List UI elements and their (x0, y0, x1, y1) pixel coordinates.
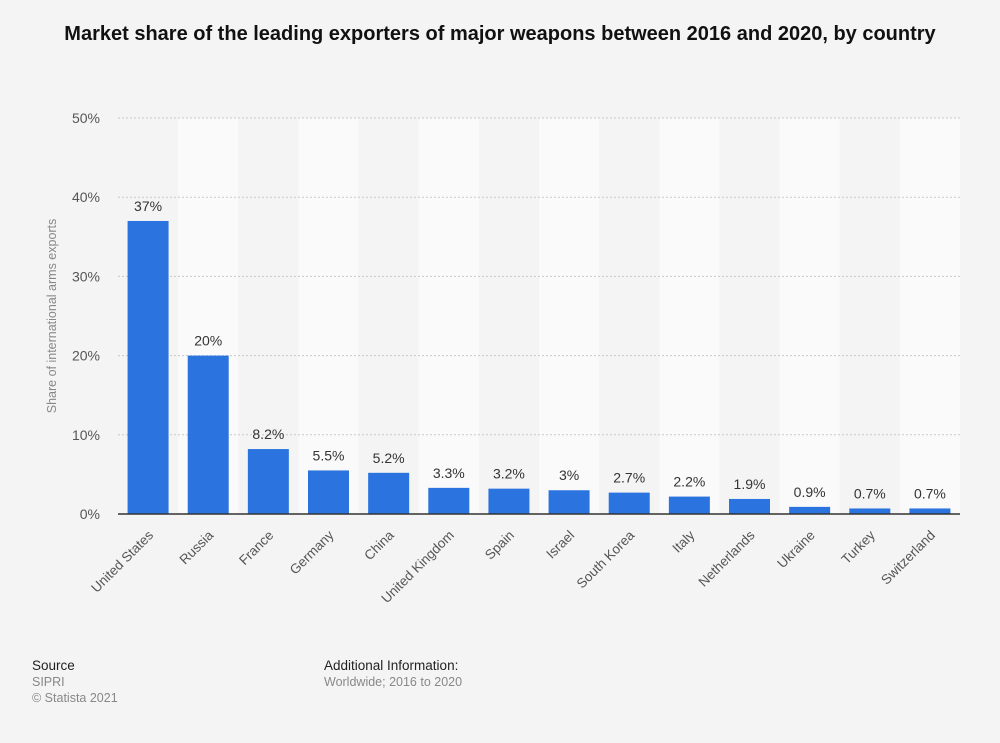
column-band (539, 118, 600, 514)
x-tick-label: China (361, 527, 397, 563)
data-label: 2.7% (613, 470, 645, 486)
column-bands (178, 118, 960, 514)
bars (127, 220, 951, 514)
x-axis-labels: United States Russia France Germany ChinaUni… (88, 527, 938, 606)
data-label: 37% (134, 198, 162, 214)
column-band (298, 118, 359, 514)
y-axis-title: Share of international arms exports (45, 219, 59, 414)
copyright[interactable]: © Statista 2021 (32, 691, 118, 705)
y-tick-label: 50% (72, 110, 100, 126)
info-heading: Additional Information: (324, 658, 459, 673)
y-tick-label: 0% (80, 506, 100, 522)
x-tick-label: United States (88, 527, 156, 595)
x-tick-label: Russia (177, 527, 217, 567)
bar[interactable] (308, 470, 349, 514)
bar[interactable] (909, 508, 951, 514)
data-label: 3.3% (433, 465, 465, 481)
x-tick-label: Netherlands (696, 527, 758, 589)
bar[interactable] (849, 508, 891, 514)
data-label: 1.9% (734, 476, 766, 492)
x-tick-label: Ukraine (774, 528, 818, 572)
bar[interactable] (428, 487, 470, 514)
data-labels: 37% 20% 8.2% 5.5% 5.2% 3.3% 3.2% 3% 2.7% 2.2% 1.9%… (134, 198, 946, 501)
x-tick-label: Israel (543, 528, 577, 562)
additional-info-block: Additional Information: Worldwide; 2016 … (324, 658, 462, 690)
column-band (659, 118, 720, 514)
data-label: 0.7% (914, 485, 946, 501)
data-label: 0.9% (794, 484, 826, 500)
source-heading: Source (32, 658, 75, 673)
bar-chart: 0% 10% 20% 30% 40% 50% 37% 20% 8.2% 5.5% 5.2% 3.3%… (45, 110, 960, 606)
data-label: 5.2% (373, 450, 405, 466)
data-label: 8.2% (252, 426, 284, 442)
column-band (418, 118, 479, 514)
y-tick-label: 10% (72, 427, 100, 443)
chart-title: Market share of the leading exporters of… (64, 23, 936, 45)
bar[interactable] (187, 355, 229, 514)
data-label: 3% (559, 467, 579, 483)
bar[interactable] (789, 506, 831, 514)
bar[interactable] (368, 472, 410, 514)
bar[interactable] (729, 498, 770, 514)
bar[interactable] (608, 492, 650, 514)
column-band (899, 118, 960, 514)
data-label: 20% (194, 333, 222, 349)
x-tick-label: Germany (287, 527, 337, 577)
source-name[interactable]: SIPRI (32, 675, 65, 689)
x-tick-label: Italy (669, 527, 697, 555)
x-tick-label: Switzerland (878, 528, 938, 588)
y-tick-label: 20% (72, 348, 100, 364)
x-tick-label: Turkey (838, 527, 878, 567)
y-tick-label: 30% (72, 268, 100, 284)
data-label: 2.2% (673, 474, 705, 490)
bar[interactable] (548, 490, 590, 514)
info-text: Worldwide; 2016 to 2020 (324, 675, 463, 689)
bar[interactable] (247, 449, 289, 514)
x-tick-label: France (236, 528, 276, 568)
bar[interactable] (127, 220, 169, 514)
bar[interactable] (488, 488, 530, 514)
data-label: 0.7% (854, 485, 886, 501)
x-tick-label: Spain (482, 528, 517, 563)
source-block: Source SIPRI © Statista 2021 (32, 658, 118, 706)
data-label: 3.2% (493, 466, 525, 482)
y-axis-ticks: 0% 10% 20% 30% 40% 50% (72, 110, 100, 522)
column-band (779, 118, 840, 514)
y-tick-label: 40% (72, 189, 100, 205)
bar[interactable] (668, 496, 710, 514)
x-tick-label: South Korea (574, 527, 638, 591)
data-label: 5.5% (313, 447, 345, 463)
gridlines (118, 117, 960, 436)
